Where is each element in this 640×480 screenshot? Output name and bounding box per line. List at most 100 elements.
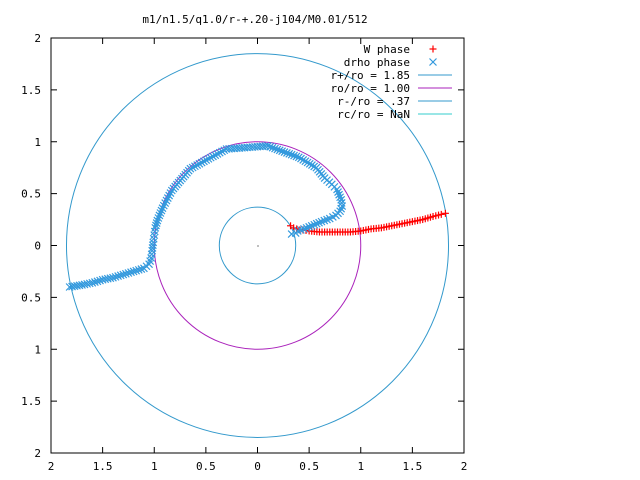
w-phase-point [441, 209, 449, 217]
drho-phase-point [190, 162, 199, 171]
legend-label: drho phase [344, 56, 410, 69]
drho-phase-point [195, 159, 204, 168]
x-tick-label: 1.5 [93, 460, 113, 473]
drho-phase-point [338, 202, 347, 210]
drho-phase-point [266, 142, 275, 151]
drho-phase-point [193, 161, 202, 169]
drho-phase-point [299, 155, 308, 164]
chart-title: m1/n1.5/q1.0/r-+.20-j104/M0.01/512 [142, 13, 367, 26]
drho-phase-point [134, 265, 143, 274]
x-tick-label: 1 [151, 460, 158, 473]
drho-phase-point [129, 267, 138, 276]
legend-marker [429, 45, 437, 53]
drho-phase-point [154, 214, 163, 222]
drho-phase-point [132, 266, 141, 275]
x-tick-label: 0.5 [196, 460, 216, 473]
drho-phase-point [337, 195, 346, 204]
drho-phase-point [202, 156, 211, 165]
drho-phase-point [200, 157, 208, 166]
drho-phase-point [213, 150, 222, 158]
y-tick-label: 1.5 [21, 84, 41, 97]
y-tick-label: 0.5 [21, 188, 41, 201]
x-tick-label: 2 [48, 460, 55, 473]
drho-phase-point [88, 278, 97, 287]
legend-label: r-/ro = .37 [337, 95, 410, 108]
drho-phase-point [127, 268, 135, 277]
drho-phase-point [310, 220, 319, 229]
drho-phase-point [325, 214, 334, 223]
drho-phase-point [275, 146, 284, 155]
drho-phase-point [307, 221, 316, 230]
legend-label: rc/ro = NaN [337, 108, 410, 121]
x-tick-label: 2 [461, 460, 468, 473]
x-tick-label: 1.5 [402, 460, 422, 473]
y-tick-label: 0.5 [21, 291, 41, 304]
drho-phase-point [317, 217, 326, 226]
drho-phase-point [282, 148, 291, 157]
drho-phase-point [337, 204, 346, 213]
legend-marker [429, 58, 437, 66]
drho-phase-point [124, 269, 133, 277]
drho-phase-point [287, 150, 296, 159]
y-tick-label: 2 [34, 32, 41, 45]
y-tick-label: 2 [34, 447, 41, 460]
drho-phase-point [206, 153, 215, 162]
drho-phase-point [111, 272, 120, 281]
drho-phase-point [312, 219, 321, 228]
drho-phase-point [211, 151, 220, 160]
drho-phase-point [294, 153, 303, 162]
drho-phase-point [220, 146, 229, 155]
drho-phase-point [305, 222, 314, 231]
y-tick-label: 0 [34, 240, 41, 253]
drho-phase-point [303, 158, 312, 167]
drho-phase-point [280, 148, 289, 156]
drho-phase-point [186, 164, 195, 173]
drho-phase-point [315, 218, 324, 227]
drho-phase-point [278, 147, 287, 156]
circle-r- [218, 206, 297, 285]
drho-phase-point [308, 161, 316, 170]
drho-phase-point [271, 144, 279, 153]
drho-phase-point [268, 143, 277, 152]
drho-phase-point [292, 152, 301, 161]
drho-phase-point [273, 145, 282, 154]
drho-phase-point [157, 206, 166, 215]
drho-phase-point [204, 154, 213, 163]
drho-phase-point [209, 152, 217, 161]
drho-phase-point [152, 221, 160, 230]
legend-label: W phase [364, 43, 410, 56]
drho-phase-point [148, 241, 157, 250]
drho-phase-point [290, 151, 298, 160]
data-markers [65, 141, 449, 291]
drho-phase-point [188, 163, 197, 172]
drho-phase-point [305, 159, 314, 168]
drho-phase-point [287, 230, 296, 239]
drho-phase-point [218, 147, 226, 156]
drho-phase-point [302, 223, 311, 232]
y-tick-label: 1.5 [21, 395, 41, 408]
drho-phase-point [93, 277, 102, 286]
drho-phase-point [116, 271, 125, 280]
drho-phase-point [263, 141, 272, 150]
x-tick-label: 0 [254, 460, 261, 473]
circle-r+ [65, 53, 450, 438]
y-tick-label: 1 [34, 136, 41, 149]
drho-phase-point [137, 265, 146, 274]
drho-phase-point [333, 185, 341, 194]
drho-phase-point [335, 190, 343, 199]
drho-phase-point [197, 158, 206, 167]
legend-label: ro/ro = 1.00 [331, 82, 410, 95]
drho-phase-point [215, 148, 224, 157]
drho-phase-point [152, 219, 161, 227]
drho-phase-point [301, 157, 310, 166]
drho-phase-point [336, 193, 345, 202]
x-tick-label: 0.5 [299, 460, 319, 473]
legend-label: r+/ro = 1.85 [331, 69, 410, 82]
drho-phase-point [90, 278, 99, 286]
drho-phase-point [119, 270, 128, 279]
drho-phase-point [114, 272, 123, 281]
reference-circles [65, 53, 450, 438]
drho-phase-point [109, 273, 117, 282]
